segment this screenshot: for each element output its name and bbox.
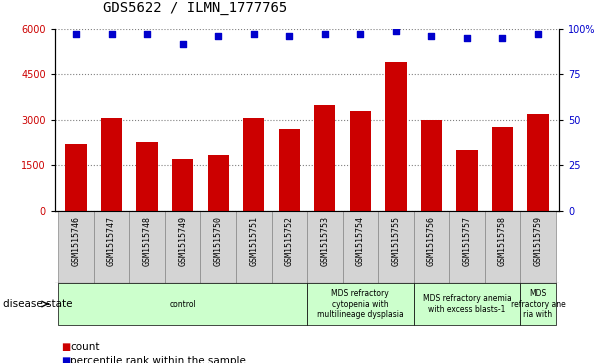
Point (391, 28, 401, 34)
Text: MDS
refractory ane
ria with: MDS refractory ane ria with (511, 289, 565, 319)
Point (497, 35, 507, 41)
Bar (207, 155, 229, 211)
Point (142, 32, 152, 37)
Bar (243, 118, 264, 211)
Text: GDS5622 / ILMN_1777765: GDS5622 / ILMN_1777765 (103, 0, 288, 15)
Text: GSM1515753: GSM1515753 (320, 216, 330, 266)
Bar (378, 211, 413, 283)
Text: GSM1515755: GSM1515755 (392, 216, 401, 266)
Bar (520, 211, 556, 283)
Bar (165, 211, 201, 283)
Text: GSM1515750: GSM1515750 (213, 216, 223, 266)
Bar (314, 105, 336, 211)
Text: GSM1515748: GSM1515748 (143, 216, 151, 266)
Bar (201, 211, 236, 283)
Point (533, 32, 543, 37)
Bar (130, 211, 165, 283)
Text: ■: ■ (61, 356, 70, 363)
Text: GSM1515747: GSM1515747 (107, 216, 116, 266)
Text: percentile rank within the sample: percentile rank within the sample (70, 356, 246, 363)
Text: ■: ■ (61, 342, 70, 352)
Text: control: control (169, 299, 196, 309)
Bar (307, 211, 342, 283)
Bar (94, 211, 130, 283)
Bar (342, 211, 378, 283)
Point (356, 32, 365, 37)
Bar (527, 114, 548, 211)
Text: MDS refractory
cytopenia with
multilineage dysplasia: MDS refractory cytopenia with multilinea… (317, 289, 404, 319)
Text: MDS refractory anemia
with excess blasts-1: MDS refractory anemia with excess blasts… (423, 294, 511, 314)
Bar (456, 150, 478, 211)
Bar (58, 283, 307, 325)
Point (462, 35, 472, 41)
Bar (236, 211, 272, 283)
Bar (278, 129, 300, 211)
Text: GSM1515759: GSM1515759 (534, 216, 542, 266)
Text: GSM1515749: GSM1515749 (178, 216, 187, 266)
Bar (101, 118, 122, 211)
Text: count: count (70, 342, 100, 352)
Bar (385, 62, 407, 211)
Bar (172, 159, 193, 211)
Text: GSM1515746: GSM1515746 (72, 216, 80, 266)
Bar (449, 211, 485, 283)
Point (71, 32, 81, 37)
Bar (350, 111, 371, 211)
Bar (66, 144, 87, 211)
Point (427, 33, 437, 39)
Text: GSM1515752: GSM1515752 (285, 216, 294, 266)
Bar (413, 211, 449, 283)
Point (213, 33, 223, 39)
Bar (58, 211, 94, 283)
Text: GSM1515758: GSM1515758 (498, 216, 507, 266)
Bar (272, 211, 307, 283)
Point (320, 32, 330, 37)
Point (285, 33, 294, 39)
Bar (307, 283, 413, 325)
Bar (421, 120, 442, 211)
Point (178, 41, 187, 46)
Bar (485, 211, 520, 283)
Text: GSM1515756: GSM1515756 (427, 216, 436, 266)
Point (249, 32, 258, 37)
Bar (136, 143, 158, 211)
Text: GSM1515751: GSM1515751 (249, 216, 258, 266)
Text: GSM1515757: GSM1515757 (463, 216, 471, 266)
Text: disease state: disease state (3, 299, 72, 309)
Bar (492, 127, 513, 211)
Bar (520, 283, 556, 325)
Point (107, 32, 117, 37)
Text: GSM1515754: GSM1515754 (356, 216, 365, 266)
Bar (413, 283, 520, 325)
